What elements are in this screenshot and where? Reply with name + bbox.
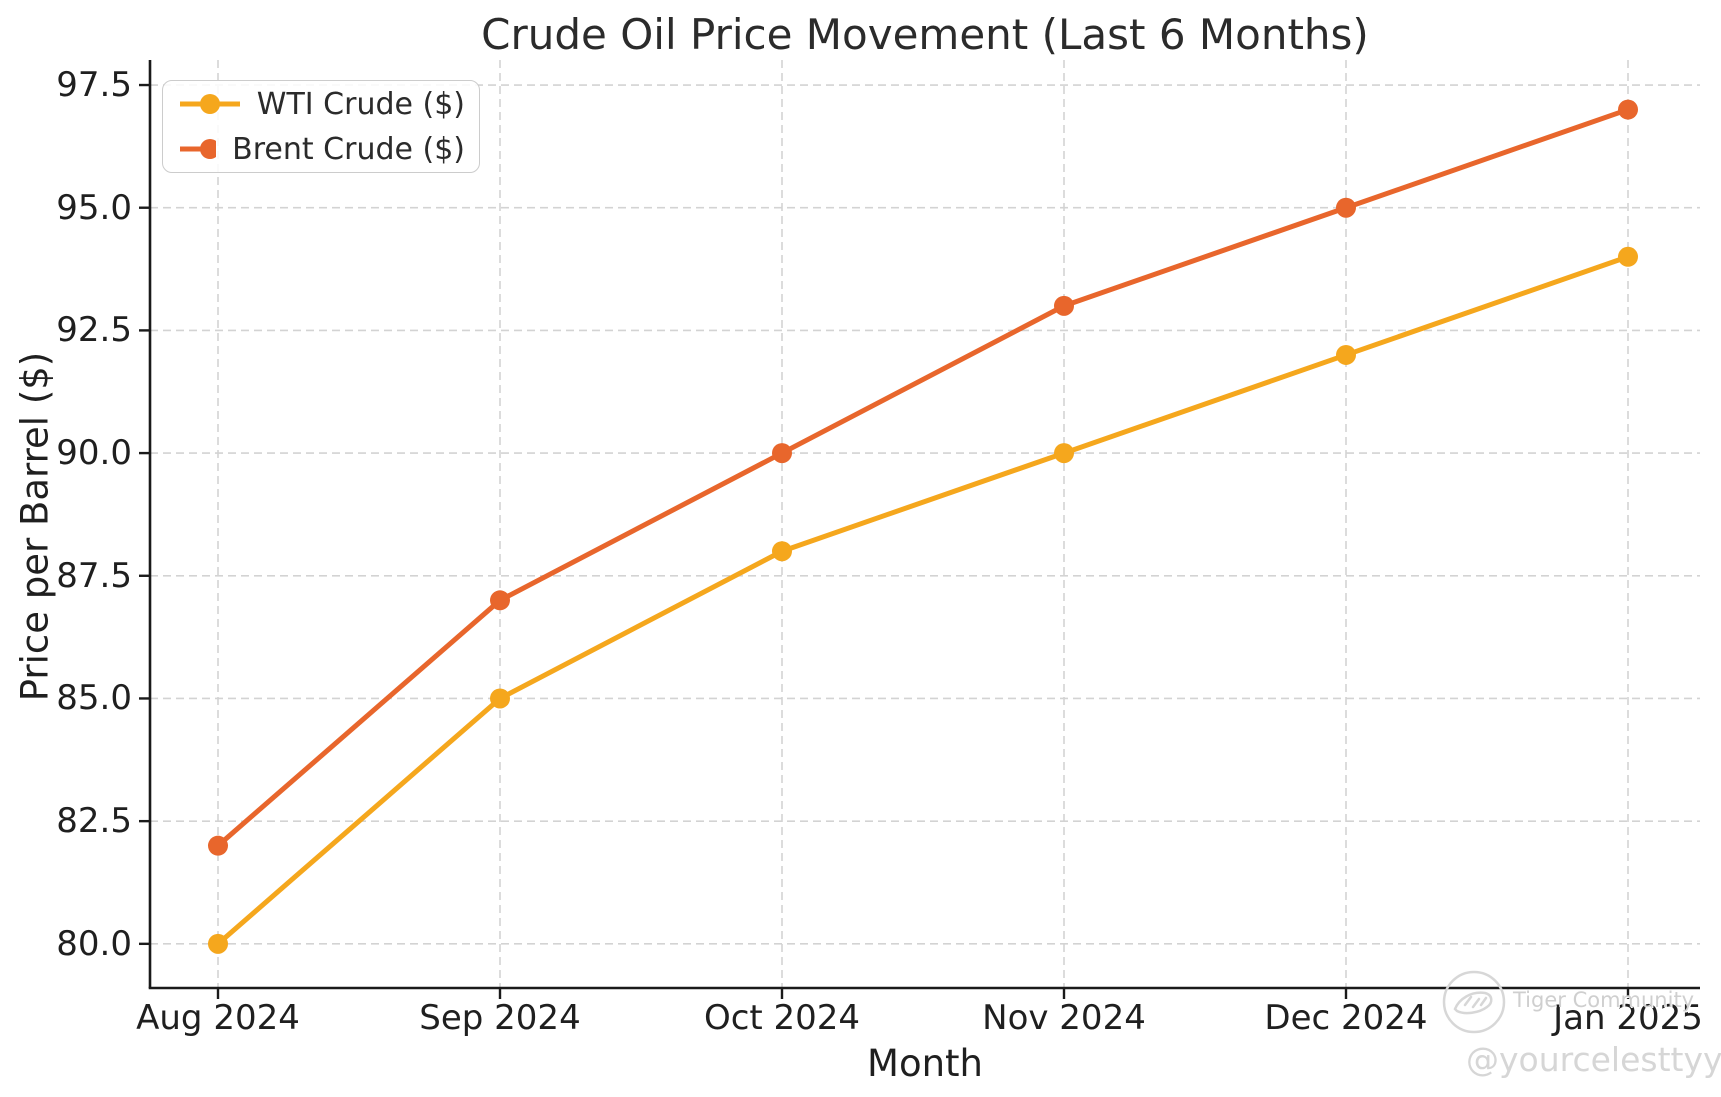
y-tick-label: 95.0 (56, 187, 132, 228)
legend-items: WTI Crude ($) Brent Crude ($) (177, 87, 465, 167)
chart-title: Crude Oil Price Movement (Last 6 Months) (481, 10, 1369, 59)
x-tick-label: Nov 2024 (982, 998, 1146, 1038)
legend: WTI Crude ($) Brent Crude ($) (162, 80, 480, 173)
x-axis-label: Month (867, 1042, 983, 1085)
y-tick-label: 87.5 (56, 555, 132, 596)
series-line-brent (215, 107, 1631, 849)
y-axis-label: Price per Barrel ($) (13, 351, 57, 702)
legend-label: WTI Crude ($) (256, 86, 465, 122)
legend-item-wti: WTI Crude ($) (177, 87, 465, 122)
x-tick-label: Aug 2024 (136, 998, 300, 1038)
x-tick-label: Sep 2024 (419, 998, 581, 1038)
y-tick-label: 85.0 (56, 678, 132, 719)
watermark-handle-text: @yourcelesttyy (1466, 1040, 1721, 1079)
data-point-brent (1054, 295, 1074, 316)
y-tick-label: 80.0 (56, 923, 132, 964)
data-point-wti (208, 933, 228, 954)
x-tick-label: Dec 2024 (1264, 998, 1428, 1038)
data-point-brent (1336, 197, 1356, 218)
data-point-wti (1054, 443, 1074, 464)
data-point-brent (772, 443, 792, 464)
series-line-wti (215, 254, 1631, 947)
y-tick-label: 92.5 (56, 310, 132, 351)
data-point-brent (208, 835, 228, 856)
legend-label: Brent Crude ($) (232, 131, 465, 167)
legend-line-marker-icon (180, 139, 217, 159)
data-point-wti (1336, 344, 1356, 365)
data-point-wti (490, 688, 510, 709)
x-tick-label: Jan 2025 (1553, 998, 1703, 1038)
data-point-brent (490, 590, 510, 611)
y-tick-label: 90.0 (56, 433, 132, 474)
legend-line-marker-icon (180, 94, 240, 114)
data-point-brent (1618, 99, 1638, 120)
watermark-community-text: Tiger Community (1513, 988, 1695, 1012)
x-tick-label: Oct 2024 (703, 998, 861, 1038)
tiger-logo-icon (1442, 970, 1506, 1034)
data-point-wti (772, 541, 792, 562)
legend-item-brent: Brent Crude ($) (177, 132, 465, 167)
y-tick-label: 82.5 (56, 801, 132, 842)
y-tick-label: 97.5 (56, 65, 132, 106)
data-point-wti (1618, 246, 1638, 267)
